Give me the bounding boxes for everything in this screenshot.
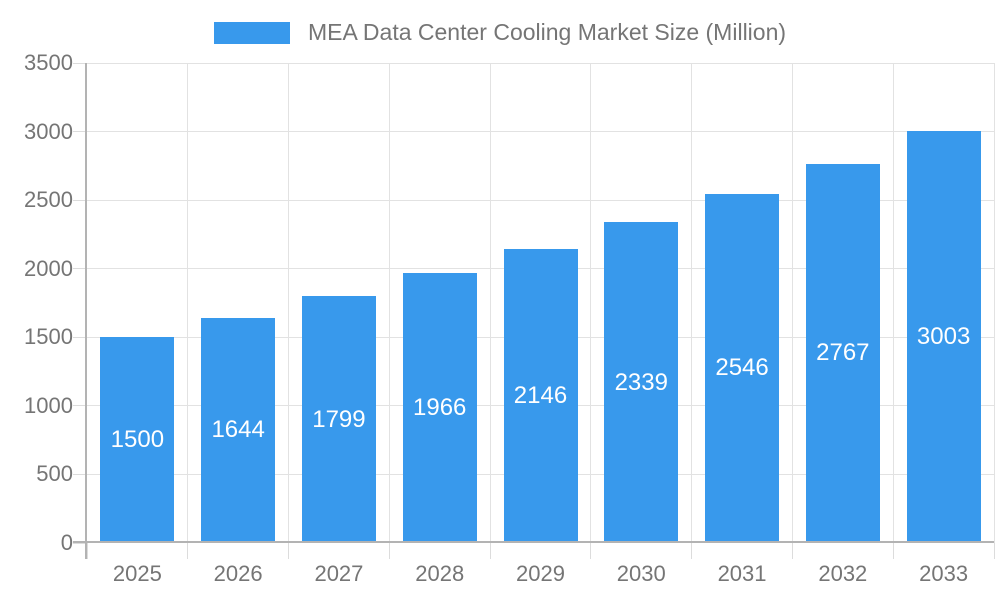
legend-label: MEA Data Center Cooling Market Size (Mil…: [307, 19, 787, 45]
y-axis-tick: [73, 62, 87, 64]
x-axis-label: 2026: [213, 561, 263, 586]
bar-value-label: 3003: [916, 323, 971, 351]
x-gridline: [288, 63, 290, 543]
bar-value-label: 2339: [614, 368, 668, 396]
x-gridline: [791, 63, 793, 543]
bar-2030[interactable]: 2339: [604, 222, 679, 543]
x-axis-tick: [791, 543, 793, 559]
y-axis-label: 1500: [24, 324, 73, 350]
y-axis-tick: [73, 473, 87, 475]
x-axis-tick: [388, 543, 390, 559]
y-axis-label: 0: [60, 530, 73, 555]
x-gridline: [187, 63, 189, 543]
y-axis-label: 3000: [24, 118, 73, 144]
y-axis-tick: [73, 336, 87, 338]
y-gridline: [87, 131, 994, 133]
y-axis-label: 1000: [24, 392, 73, 418]
bar-2027[interactable]: 1799: [301, 296, 376, 543]
y-axis-tick: [73, 542, 87, 544]
y-axis-label: 3500: [24, 50, 73, 75]
x-axis-label: 2025: [112, 561, 162, 586]
y-axis-tick: [73, 405, 87, 407]
x-axis-tick: [590, 543, 592, 559]
x-axis-label: 2032: [818, 561, 868, 586]
bar-2031[interactable]: 2546: [705, 193, 780, 543]
y-axis-line: [85, 63, 87, 559]
y-axis-label: 2000: [24, 255, 73, 281]
x-axis-tick: [187, 543, 189, 559]
bar-2028[interactable]: 1966: [402, 273, 477, 543]
x-gridline: [590, 63, 592, 543]
bar-value-label: 1966: [413, 394, 467, 422]
bar-value-label: 2546: [715, 354, 769, 382]
x-axis-tick: [892, 543, 894, 559]
x-axis-tick: [288, 543, 290, 559]
bar-value-label: 1500: [110, 426, 165, 454]
x-axis-tick: [86, 543, 88, 559]
x-axis-label: 2033: [919, 561, 969, 586]
x-gridline: [489, 63, 491, 543]
x-axis-line: [73, 541, 994, 543]
x-axis-label: 2027: [314, 561, 364, 586]
legend-color-swatch: [213, 21, 290, 44]
x-gridline: [691, 63, 693, 543]
y-axis-tick: [73, 131, 87, 133]
bar-value-label: 2767: [816, 339, 870, 367]
x-gridline: [993, 63, 995, 543]
bar-2026[interactable]: 1644: [201, 317, 276, 543]
x-axis-label: 2028: [415, 561, 465, 586]
x-axis-tick: [691, 543, 693, 559]
bar-2025[interactable]: 1500: [100, 337, 175, 543]
y-axis-tick: [73, 199, 87, 201]
y-axis-label: 2500: [24, 187, 73, 213]
y-axis-tick: [73, 268, 87, 270]
bar-2029[interactable]: 2146: [503, 248, 578, 543]
x-axis-tick: [489, 543, 491, 559]
x-axis-tick: [993, 543, 995, 559]
x-axis-label: 2029: [516, 561, 565, 586]
bar-value-label: 2146: [513, 381, 568, 409]
x-axis-label: 2030: [616, 561, 666, 586]
y-axis-label: 500: [36, 461, 73, 487]
y-gridline: [87, 62, 994, 64]
x-axis-label: 2031: [717, 561, 767, 586]
bar-2032[interactable]: 2767: [805, 163, 880, 543]
x-gridline: [388, 63, 390, 543]
bar-2033[interactable]: 3003: [906, 131, 981, 543]
bar-value-label: 1644: [211, 416, 265, 444]
bar-value-label: 1799: [312, 405, 366, 433]
legend-item[interactable]: MEA Data Center Cooling Market Size (Mil…: [0, 21, 1000, 44]
y-gridline: [87, 199, 994, 201]
x-gridline: [892, 63, 894, 543]
